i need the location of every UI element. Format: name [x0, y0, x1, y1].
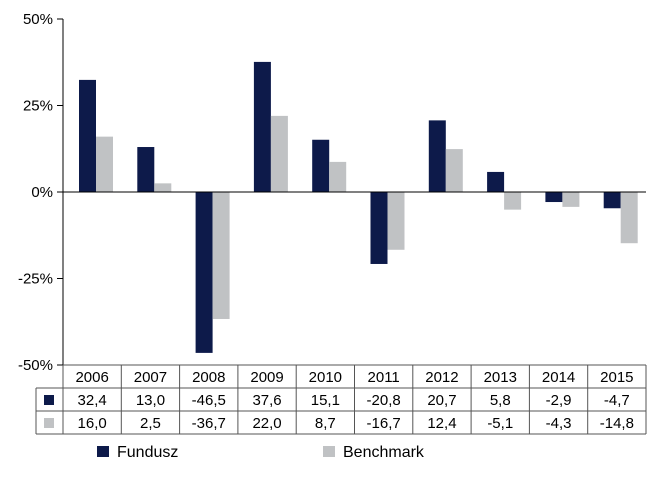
data-label-benchmark: -14,8 — [600, 415, 634, 432]
table-key-fundusz — [44, 395, 54, 405]
table-header-2009: 2009 — [250, 369, 283, 386]
data-label-benchmark: 22,0 — [252, 415, 281, 432]
bar-fundusz-2015 — [603, 192, 621, 209]
data-label-benchmark: -5,1 — [487, 415, 513, 432]
bar-benchmark-2012 — [445, 149, 463, 192]
legend-label-fundusz: Fundusz — [117, 444, 178, 461]
bar-benchmark-2011 — [387, 192, 405, 250]
y-tick-label: -25% — [18, 271, 53, 288]
data-label-fundusz: -20,8 — [367, 392, 401, 409]
bar-fundusz-2012 — [428, 120, 446, 192]
data-label-fundusz: 37,6 — [252, 392, 281, 409]
legend-label-benchmark: Benchmark — [343, 444, 425, 461]
bar-fundusz-2009 — [253, 61, 271, 193]
data-label-fundusz: -4,7 — [604, 392, 630, 409]
bar-benchmark-2013 — [504, 192, 522, 210]
bar-fundusz-2008 — [195, 192, 213, 353]
data-label-fundusz: -2,9 — [546, 392, 572, 409]
data-label-benchmark: 12,4 — [427, 415, 456, 432]
bar-fundusz-2011 — [370, 192, 388, 264]
data-label-fundusz: 5,8 — [490, 392, 511, 409]
data-label-benchmark: 2,5 — [140, 415, 161, 432]
table-header-2014: 2014 — [542, 369, 575, 386]
data-label-benchmark: -36,7 — [192, 415, 226, 432]
bar-fundusz-2010 — [312, 139, 330, 192]
data-label-benchmark: -4,3 — [546, 415, 572, 432]
bar-fundusz-2013 — [487, 171, 505, 192]
bar-benchmark-2009 — [270, 115, 288, 192]
data-label-fundusz: 32,4 — [78, 392, 107, 409]
table-header-2010: 2010 — [309, 369, 342, 386]
data-label-benchmark: -16,7 — [367, 415, 401, 432]
data-label-benchmark: 16,0 — [78, 415, 107, 432]
table-header-2011: 2011 — [368, 369, 400, 386]
table-header-2008: 2008 — [192, 369, 225, 386]
data-label-benchmark: 8,7 — [315, 415, 336, 432]
data-label-fundusz: -46,5 — [192, 392, 226, 409]
table-key-benchmark — [44, 418, 54, 428]
y-tick-label: 50% — [23, 11, 53, 28]
legend-swatch-benchmark — [323, 446, 335, 457]
bar-benchmark-2014 — [562, 192, 580, 207]
y-tick-label: 25% — [23, 98, 53, 115]
bar-fundusz-2014 — [545, 192, 563, 203]
legend-swatch-fundusz — [97, 446, 109, 457]
data-label-fundusz: 20,7 — [427, 392, 456, 409]
bar-benchmark-2008 — [212, 192, 230, 319]
bar-benchmark-2015 — [620, 192, 638, 244]
y-tick-label: -50% — [18, 357, 53, 374]
data-label-fundusz: 15,1 — [311, 392, 340, 409]
table-header-2006: 2006 — [75, 369, 108, 386]
bar-benchmark-2010 — [329, 161, 347, 192]
table-header-2015: 2015 — [600, 369, 633, 386]
bar-fundusz-2006 — [79, 79, 96, 192]
y-tick-label: 0% — [31, 184, 53, 201]
table-header-2013: 2013 — [484, 369, 517, 386]
table-header-2007: 2007 — [134, 369, 167, 386]
data-label-fundusz: 13,0 — [136, 392, 165, 409]
bar-benchmark-2007 — [154, 183, 172, 192]
bar-benchmark-2006 — [96, 136, 113, 192]
bar-fundusz-2007 — [137, 147, 155, 192]
table-header-2012: 2012 — [425, 369, 458, 386]
